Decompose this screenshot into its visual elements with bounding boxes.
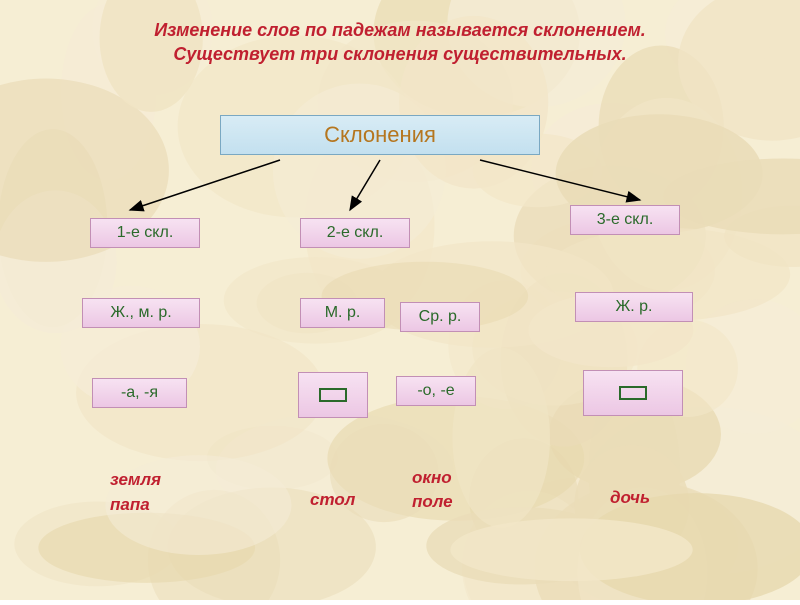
zero-ending-icon <box>319 388 347 402</box>
zero-ending-icon <box>619 386 647 400</box>
decl-box-0-label: 1-е скл. <box>117 224 174 242</box>
example-1-2: поле <box>412 492 453 512</box>
title-line-2: Существует три склонения существительных… <box>0 42 800 66</box>
example-2-0: дочь <box>610 488 650 508</box>
gender-box-1-1-label: Ср. р. <box>419 308 462 326</box>
ending-box-1-1: -о, -е <box>396 376 476 406</box>
ending-box-1-1-label: -о, -е <box>417 382 454 400</box>
ending-box-2-0 <box>583 370 683 416</box>
gender-box-2-0: Ж. р. <box>575 292 693 322</box>
gender-box-0-0-label: Ж., м. р. <box>110 304 171 322</box>
arrow-2 <box>480 160 640 200</box>
gender-box-1-0: М. р. <box>300 298 385 328</box>
arrow-1 <box>350 160 380 210</box>
example-1-0: стол <box>310 490 355 510</box>
ending-box-1-0 <box>298 372 368 418</box>
decl-box-0: 1-е скл. <box>90 218 200 248</box>
decl-box-2: 3-е скл. <box>570 205 680 235</box>
gender-box-0-0: Ж., м. р. <box>82 298 200 328</box>
arrow-0 <box>130 160 280 210</box>
gender-box-2-0-label: Ж. р. <box>615 298 652 316</box>
ending-box-0-0-label: -а, -я <box>121 384 158 402</box>
ending-box-0-0: -а, -я <box>92 378 187 408</box>
page-title: Изменение слов по падежам называется скл… <box>0 0 800 67</box>
decl-box-1-label: 2-е скл. <box>327 224 384 242</box>
main-declension-label: Склонения <box>324 122 436 148</box>
main-declension-box: Склонения <box>220 115 540 155</box>
decl-box-1: 2-е скл. <box>300 218 410 248</box>
gender-box-1-1: Ср. р. <box>400 302 480 332</box>
example-0-1: папа <box>110 495 150 515</box>
gender-box-1-0-label: М. р. <box>325 304 361 322</box>
decl-box-2-label: 3-е скл. <box>597 211 654 229</box>
title-line-1: Изменение слов по падежам называется скл… <box>0 18 800 42</box>
example-1-1: окно <box>412 468 452 488</box>
example-0-0: земля <box>110 470 161 490</box>
